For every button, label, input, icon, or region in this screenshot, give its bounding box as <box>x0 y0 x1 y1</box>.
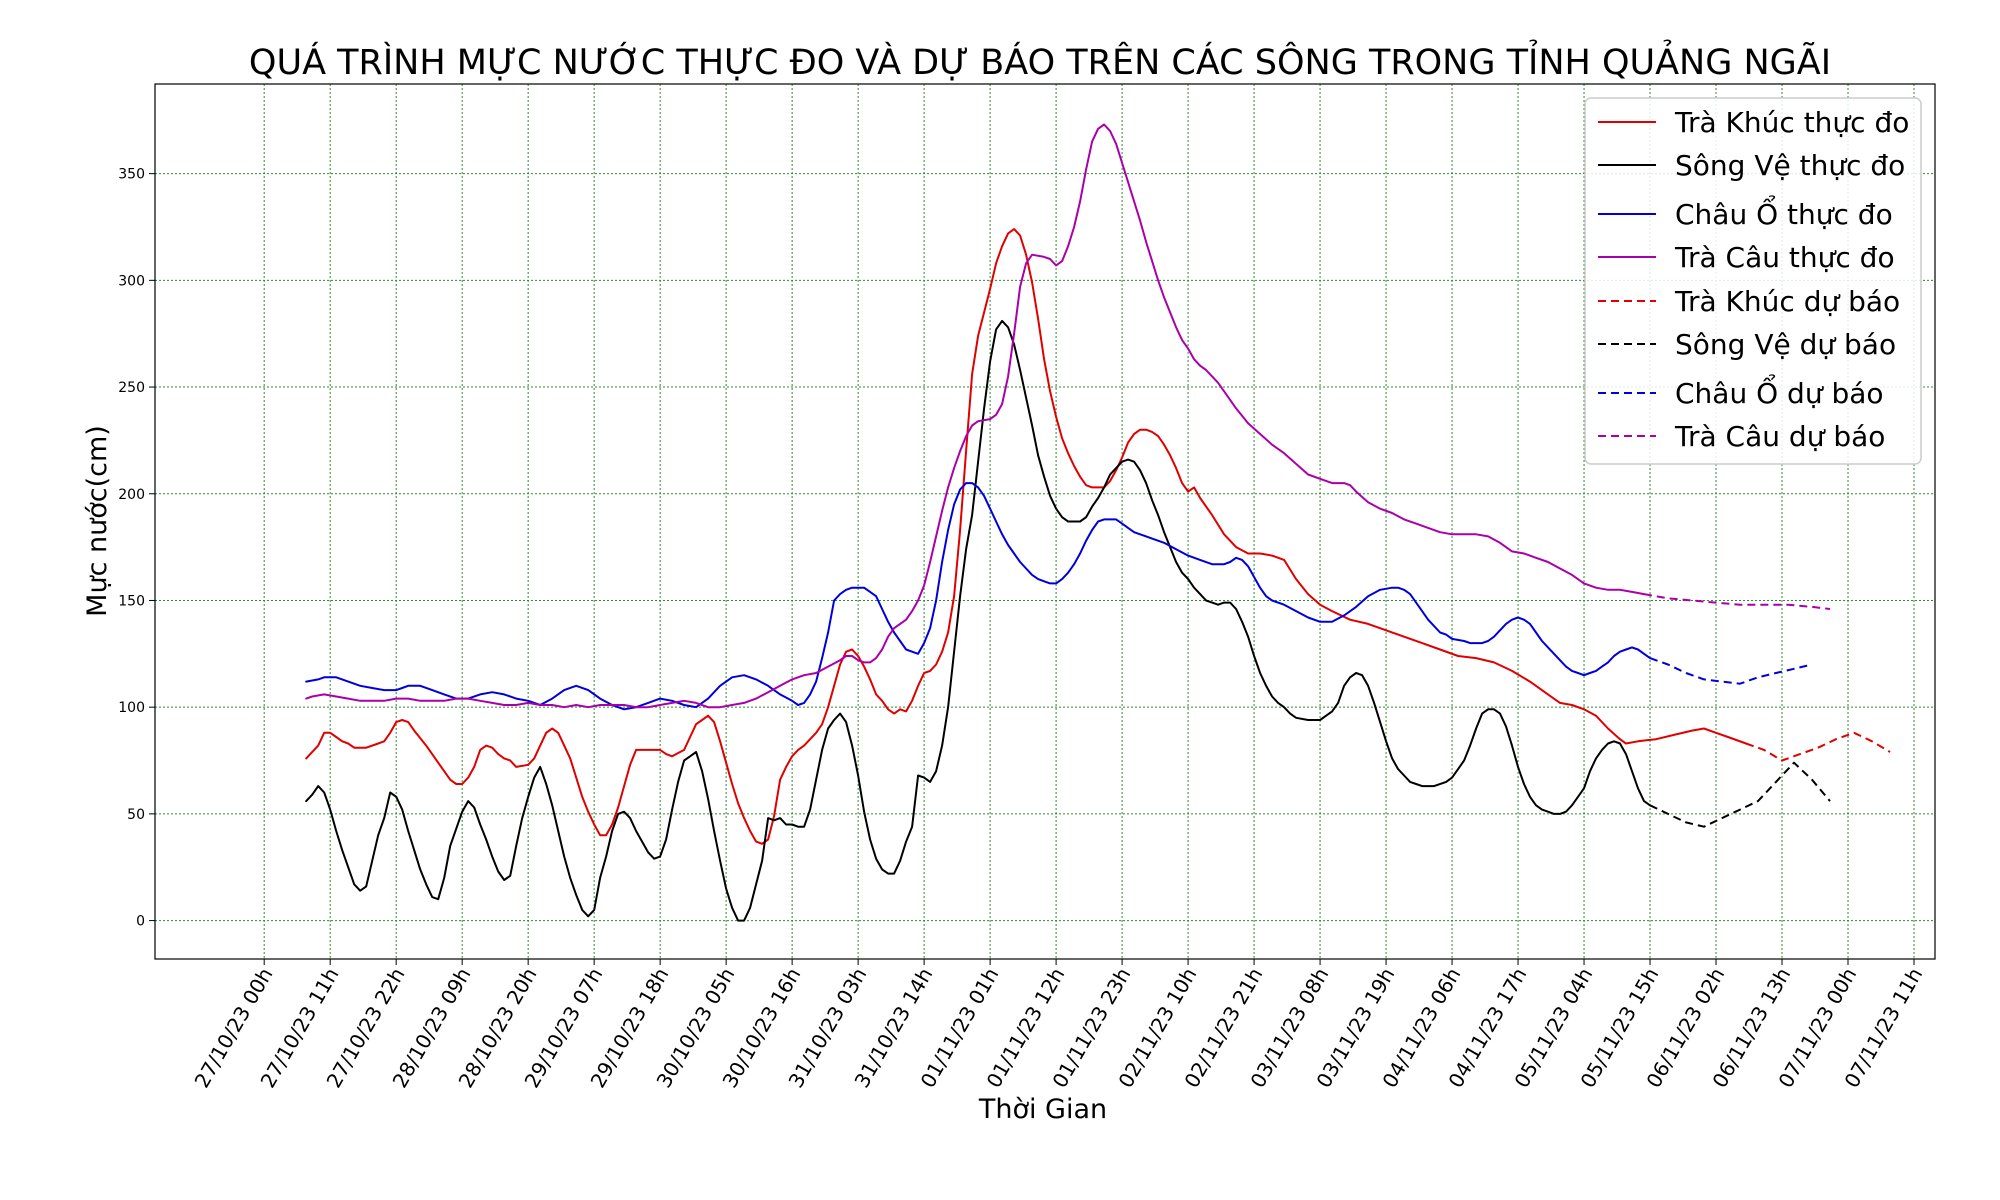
series-line-1 <box>305 319 1651 922</box>
series-line-2 <box>305 482 1651 711</box>
series-line-7 <box>1643 593 1831 610</box>
y-tick-label: 50 <box>127 807 145 823</box>
y-tick-label: 150 <box>118 593 145 609</box>
grid <box>155 84 1935 959</box>
plot-series <box>305 123 1891 922</box>
legend-label: Châu Ổ dự báo <box>1675 373 1884 410</box>
x-axis-label: Thời Gian <box>978 1094 1107 1125</box>
legend: Trà Khúc thực đo Sông Vệ thực đo Châu Ổ th… <box>1584 97 1922 465</box>
y-tick-label: 100 <box>118 700 145 716</box>
y-tick-label: 350 <box>118 167 145 183</box>
y-tick-label: 200 <box>118 487 145 503</box>
series-line-5 <box>1649 761 1831 828</box>
legend-label: Trà Khúc thực đo <box>1674 106 1909 139</box>
y-tick-label: 0 <box>136 914 145 930</box>
y-axis-ticks: 0 50 100 150 200 250 300 350 <box>118 167 155 930</box>
legend-label: Trà Câu thực đo <box>1674 241 1895 274</box>
legend-label: Trà Khúc dự báo <box>1674 285 1900 318</box>
legend-label: Châu Ổ thực đo <box>1675 194 1893 231</box>
legend-label: Sông Vệ dự báo <box>1675 328 1896 361</box>
y-tick-label: 250 <box>118 380 145 396</box>
chart-title: QUÁ TRÌNH MỰC NƯỚC THỰC ĐO VÀ DỰ BÁO TRÊ… <box>249 38 1831 83</box>
series-line-0 <box>305 228 1747 845</box>
series-line-3 <box>305 123 1645 709</box>
plot-frame <box>154 83 1936 960</box>
legend-box <box>1584 97 1922 465</box>
y-tick-label: 300 <box>118 273 145 289</box>
series-line-4 <box>1745 731 1891 762</box>
legend-label: Trà Câu dự báo <box>1674 420 1885 453</box>
y-axis-label: Mực nước(cm) <box>82 425 113 617</box>
legend-items: Trà Khúc thực đo Sông Vệ thực đo Châu Ổ th… <box>1598 106 1909 453</box>
series-line-6 <box>1649 657 1813 685</box>
legend-label: Sông Vệ thực đo <box>1675 149 1905 182</box>
